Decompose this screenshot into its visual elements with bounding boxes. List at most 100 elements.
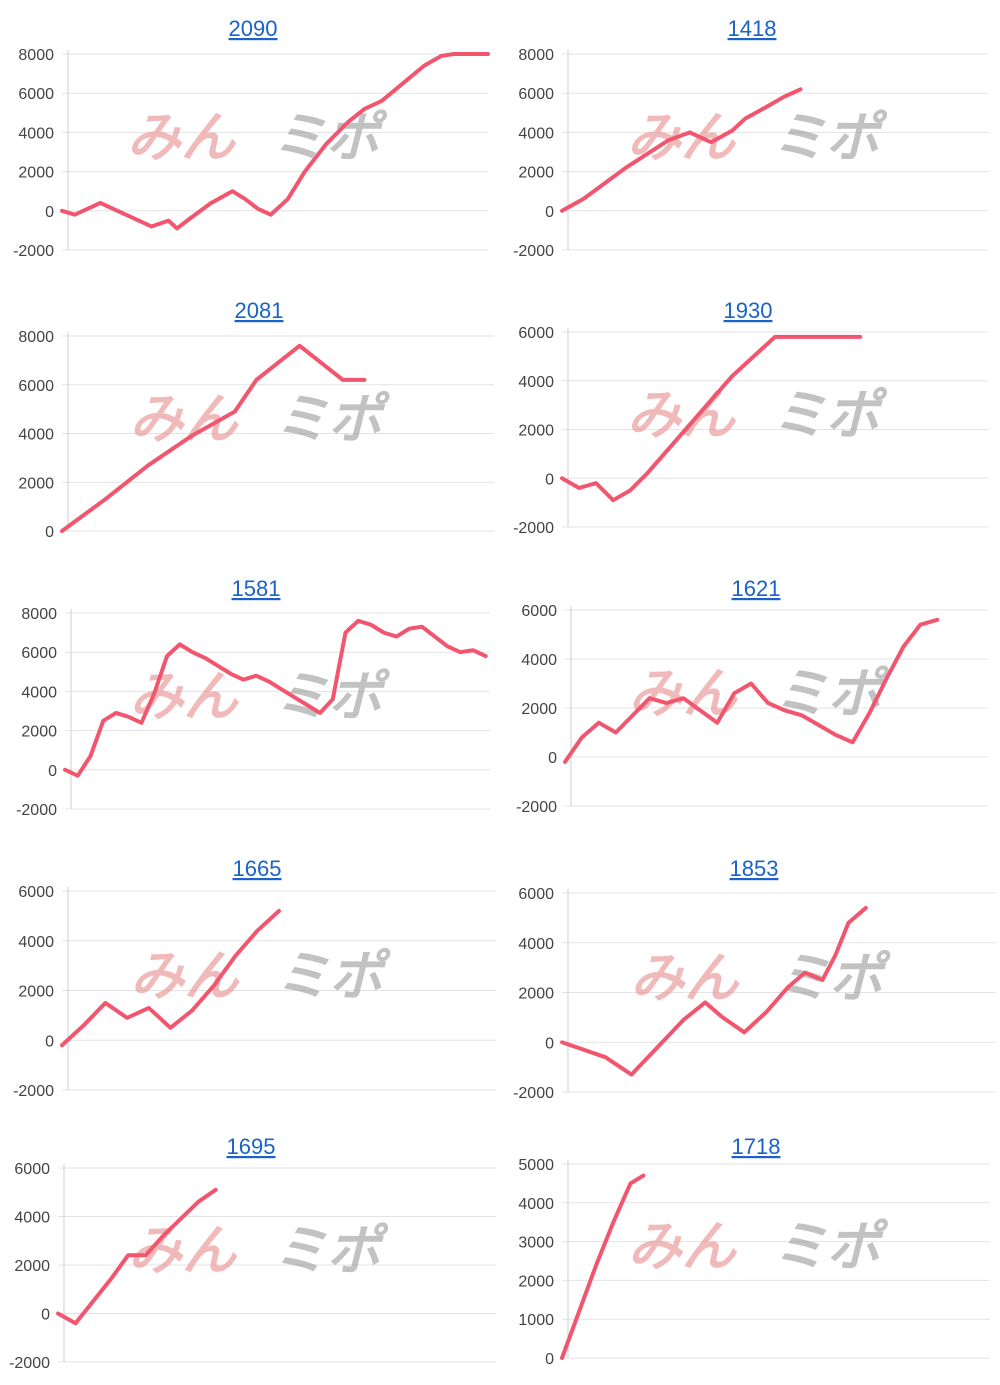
- watermark-sub-text: ミポ: [273, 1221, 389, 1281]
- y-tick-label: 2000: [18, 475, 54, 492]
- y-tick-label: -2000: [13, 1083, 54, 1100]
- y-tick-label: 4000: [521, 652, 557, 669]
- watermark-logo: みん ミポ: [627, 108, 888, 168]
- y-tick-label: -2000: [513, 520, 554, 537]
- y-tick-label: 8000: [18, 47, 54, 64]
- line-chart-svg: 1695 6000 4000 2000 0 -2000 みん ミポ: [9, 1134, 496, 1372]
- y-tick-label: 4000: [18, 427, 54, 444]
- line-chart-svg: 2090 8000 6000 4000 2000 0 -2000 みん ミポ: [13, 16, 490, 260]
- chart-title-link[interactable]: 1621: [732, 576, 781, 601]
- watermark-main-text: みん: [128, 1221, 238, 1281]
- chart-title-link[interactable]: 1418: [728, 16, 777, 41]
- line-chart-svg: 1418 8000 6000 4000 2000 0 -2000 みん ミポ: [513, 16, 988, 260]
- line-chart-svg: 1718 5000 4000 3000 2000 1000 0 みん ミポ: [518, 1134, 990, 1368]
- series-line: [60, 908, 281, 1048]
- chart-title-link[interactable]: 1665: [233, 856, 282, 881]
- y-tick-label: 3000: [518, 1235, 554, 1252]
- watermark-main-text: みん: [130, 946, 240, 1006]
- y-tick-label: 2000: [14, 1258, 50, 1275]
- y-tick-label: 2000: [518, 423, 554, 440]
- y-tick-label: 2000: [518, 165, 554, 182]
- y-tick-label: 6000: [518, 86, 554, 103]
- chart-title-link[interactable]: 2081: [235, 298, 284, 323]
- chart-panel-1665: 1665 6000 4000 2000 0 -2000 みん ミポ: [0, 840, 500, 1110]
- y-tick-label: 6000: [18, 378, 54, 395]
- y-tick-label: 2000: [518, 986, 554, 1003]
- line-chart-svg: 2081 8000 6000 4000 2000 0 みん ミポ: [18, 298, 494, 541]
- y-tick-label: -2000: [513, 1085, 554, 1102]
- watermark-sub-text: ミポ: [774, 664, 890, 724]
- y-tick-label: 0: [545, 1351, 554, 1368]
- watermark-sub-text: ミポ: [274, 389, 390, 449]
- y-tick-label: 4000: [18, 934, 54, 951]
- y-tick-label: 2000: [21, 724, 57, 741]
- watermark-main-text: みん: [630, 948, 740, 1008]
- y-tick-label: 4000: [18, 125, 54, 142]
- y-tick-label: 0: [545, 204, 554, 221]
- y-tick-label: -2000: [9, 1355, 50, 1372]
- chart-panel-1695: 1695 6000 4000 2000 0 -2000 みん ミポ: [0, 1118, 500, 1385]
- series-line: [63, 618, 488, 778]
- y-tick-label: 4000: [518, 125, 554, 142]
- y-tick-label: 0: [45, 204, 54, 221]
- series-line: [560, 334, 863, 503]
- watermark-logo: みん ミポ: [628, 1217, 889, 1277]
- y-tick-label: 5000: [518, 1157, 554, 1174]
- y-tick-label: 6000: [521, 603, 557, 620]
- y-tick-label: 4000: [14, 1210, 50, 1227]
- series-line: [560, 1173, 646, 1360]
- watermark-logo: みん ミポ: [627, 385, 888, 445]
- y-tick-label: -2000: [516, 799, 557, 816]
- series-line: [60, 343, 367, 533]
- chart-panel-2090: 2090 8000 6000 4000 2000 0 -2000 みん ミポ: [0, 0, 500, 270]
- y-tick-label: 0: [45, 1033, 54, 1050]
- y-tick-label: 4000: [21, 684, 57, 701]
- chart-panel-2081: 2081 8000 6000 4000 2000 0 みん ミポ: [0, 282, 500, 552]
- line-chart-svg: 1930 6000 4000 2000 0 -2000 みん ミポ: [513, 298, 988, 537]
- chart-title-link[interactable]: 1695: [227, 1134, 276, 1159]
- series-line: [60, 52, 490, 231]
- chart-title-link[interactable]: 1581: [232, 576, 281, 601]
- chart-panel-1418: 1418 8000 6000 4000 2000 0 -2000 みん ミポ: [500, 0, 1000, 270]
- watermark-sub-text: ミポ: [772, 108, 888, 168]
- y-tick-label: -2000: [13, 243, 54, 260]
- watermark-logo: みん ミポ: [127, 108, 388, 168]
- chart-title-link[interactable]: 1930: [724, 298, 773, 323]
- series-line: [560, 87, 803, 213]
- y-tick-label: 0: [45, 524, 54, 541]
- y-tick-label: 1000: [518, 1312, 554, 1329]
- y-tick-label: 6000: [21, 645, 57, 662]
- y-tick-label: 6000: [18, 86, 54, 103]
- watermark-sub-text: ミポ: [773, 1217, 889, 1277]
- series-line: [560, 905, 868, 1077]
- y-tick-label: 6000: [14, 1161, 50, 1178]
- watermark-logo: みん ミポ: [130, 946, 391, 1006]
- watermark-logo: みん ミポ: [128, 1221, 389, 1281]
- y-tick-label: 2000: [18, 984, 54, 1001]
- chart-panel-1581: 1581 8000 6000 4000 2000 0 -2000 みん ミポ: [0, 560, 500, 830]
- y-tick-label: 2000: [521, 701, 557, 718]
- y-tick-label: 8000: [518, 47, 554, 64]
- y-tick-label: -2000: [16, 802, 57, 819]
- y-tick-label: 4000: [518, 936, 554, 953]
- chart-panel-1930: 1930 6000 4000 2000 0 -2000 みん ミポ: [500, 282, 1000, 552]
- chart-title-link[interactable]: 1718: [732, 1134, 781, 1159]
- line-chart-svg: 1665 6000 4000 2000 0 -2000 みん ミポ: [13, 856, 496, 1100]
- line-chart-svg: 1853 6000 4000 2000 0 -2000 みん ミポ: [513, 856, 996, 1102]
- y-tick-label: 8000: [21, 606, 57, 623]
- series-line: [563, 617, 940, 764]
- y-tick-label: 2000: [518, 1273, 554, 1290]
- chart-panel-1621: 1621 6000 4000 2000 0 -2000 みん ミポ: [500, 560, 1000, 830]
- chart-title-link[interactable]: 2090: [229, 16, 278, 41]
- watermark-logo: みん ミポ: [129, 389, 390, 449]
- y-tick-label: 0: [41, 1307, 50, 1324]
- y-tick-label: 0: [548, 750, 557, 767]
- y-tick-label: 6000: [18, 884, 54, 901]
- chart-title-link[interactable]: 1853: [730, 856, 779, 881]
- chart-panel-1718: 1718 5000 4000 3000 2000 1000 0 みん ミポ: [500, 1118, 1000, 1385]
- y-tick-label: 0: [545, 471, 554, 488]
- watermark-main-text: みん: [127, 108, 237, 168]
- watermark-logo: みん ミポ: [630, 948, 891, 1008]
